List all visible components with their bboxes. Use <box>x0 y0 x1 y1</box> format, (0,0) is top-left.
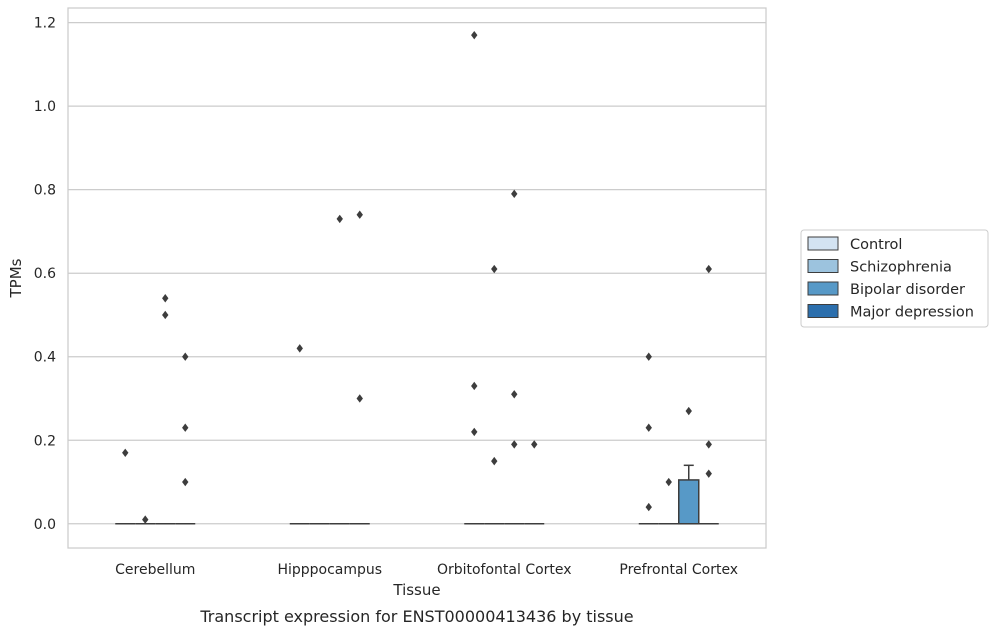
plot-border <box>67 7 767 549</box>
chart-title: Transcript expression for ENST0000041343… <box>199 607 633 626</box>
outlier-point <box>142 515 149 524</box>
y-tick-label: 0.0 <box>34 517 56 533</box>
outlier-point <box>645 502 652 512</box>
outlier-point <box>511 440 518 449</box>
outlier-point <box>162 294 169 303</box>
legend-swatch <box>807 281 839 296</box>
box-2-3 <box>678 464 700 525</box>
outlier-point <box>491 264 498 274</box>
legend-swatch <box>807 236 839 251</box>
outlier-point <box>491 456 498 466</box>
outlier-point <box>162 310 169 320</box>
outliers <box>122 30 712 524</box>
outlier-point <box>182 477 189 487</box>
outlier-point <box>705 440 712 449</box>
y-axis-label: TPMs <box>7 258 25 298</box>
boxes <box>115 464 719 525</box>
outlier-point <box>336 214 343 224</box>
legend-label: Schizophrenia <box>850 260 952 276</box>
outlier-point <box>356 394 363 403</box>
outlier-point <box>471 30 478 40</box>
outlier-point <box>356 210 363 219</box>
outlier-point <box>471 427 478 437</box>
y-tick-label: 0.6 <box>34 266 56 282</box>
outlier-point <box>511 189 518 199</box>
outlier-point <box>471 381 478 391</box>
outlier-point <box>296 344 303 353</box>
outlier-point <box>182 352 189 361</box>
outlier-point <box>665 477 672 487</box>
legend-label: Control <box>850 237 902 253</box>
outlier-point <box>531 440 538 449</box>
outlier-point <box>705 264 712 274</box>
y-tick-label: 0.8 <box>34 183 56 199</box>
x-tick-label: Cerebellum <box>115 562 195 578</box>
outlier-point <box>645 423 652 432</box>
outlier-point <box>122 448 129 457</box>
x-tick-label: Hipppocampus <box>277 562 382 578</box>
x-axis-tick-labels: Cerebellum Hipppocampus Orbitofontal Corte… <box>115 562 738 578</box>
legend-frame <box>800 229 989 328</box>
legend-swatch <box>807 304 839 318</box>
legend-label: Bipolar disorder <box>850 282 965 298</box>
y-axis-tick-labels: 0.0 0.2 0.4 0.6 0.8 1.0 1.2 <box>34 16 56 533</box>
outlier-point <box>182 423 189 432</box>
outlier-point <box>645 352 652 361</box>
y-tick-label: 0.2 <box>34 433 56 449</box>
y-tick-label: 1.0 <box>34 99 56 115</box>
legend: Control Schizophrenia Bipolar disorder Majo… <box>800 229 989 328</box>
outlier-point <box>705 469 712 478</box>
box-body <box>678 479 700 525</box>
legend-label: Major depression <box>850 305 974 321</box>
plot-frame <box>68 8 766 548</box>
x-tick-label: Orbitofontal Cortex <box>437 562 572 578</box>
y-tick-label: 1.2 <box>34 16 56 32</box>
outlier-point <box>511 390 518 399</box>
y-tick-label: 0.4 <box>34 350 56 366</box>
outlier-point <box>685 406 692 416</box>
x-axis-label: Tissue <box>392 581 440 599</box>
x-tick-label: Prefrontal Cortex <box>619 562 738 578</box>
legend-swatch <box>807 259 839 273</box>
plot-area: 0.0 0.2 0.4 0.6 0.8 1.0 1.2 Cerebellum Hipppoca… <box>34 7 767 578</box>
